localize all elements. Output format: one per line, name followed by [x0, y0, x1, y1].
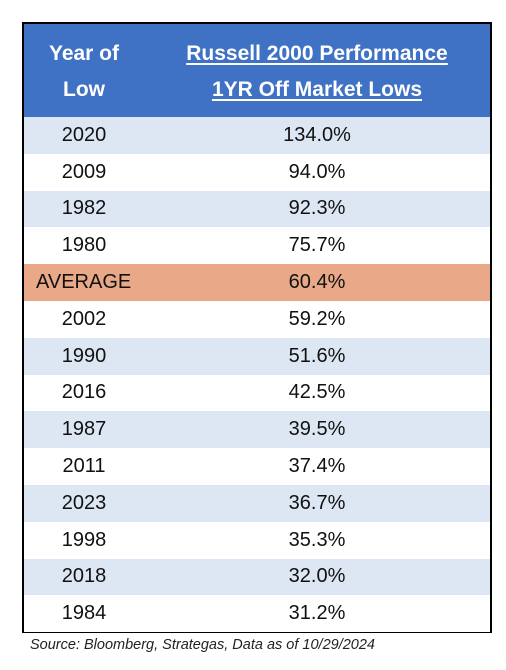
year-cell: 2023	[61, 491, 107, 514]
header-year-of-low: Year of Low	[24, 24, 144, 117]
performance-cell: 39.5%	[288, 418, 346, 441]
performance-cell: 59.2%	[288, 307, 346, 330]
year-cell: 2020	[61, 123, 107, 146]
table-row: 2002 59.2%	[24, 300, 490, 338]
table-row: 1980 75.7%	[24, 227, 490, 265]
performance-cell: 37.4%	[288, 455, 346, 478]
year-cell: 1990	[61, 344, 107, 367]
table-body: 2020 134.0% 2009 94.0% 1982 92.3% 1980 75.7% AVE…	[24, 117, 490, 633]
table-row: 2020 134.0%	[24, 117, 490, 154]
performance-table: Year of Low Russell 2000 Performance 1YR…	[22, 22, 492, 633]
year-cell: 1980	[61, 234, 107, 257]
header-year-line1: Year of	[48, 42, 120, 65]
table-header: Year of Low Russell 2000 Performance 1YR…	[24, 24, 490, 117]
year-cell: 2018	[61, 565, 107, 588]
performance-cell: 32.0%	[288, 565, 346, 588]
table-row: 1998 35.3%	[24, 521, 490, 559]
year-cell: 1982	[61, 197, 107, 220]
year-cell: 2009	[61, 160, 107, 183]
year-cell: AVERAGE	[36, 271, 132, 294]
year-cell: 2016	[61, 381, 107, 404]
header-performance-line2: 1YR Off Market Lows	[211, 78, 423, 101]
performance-cell: 60.4%	[288, 271, 346, 294]
performance-cell: 75.7%	[288, 234, 346, 257]
performance-cell: 36.7%	[288, 491, 346, 514]
table-row: 2023 36.7%	[24, 484, 490, 522]
performance-cell: 92.3%	[288, 197, 346, 220]
performance-cell: 35.3%	[288, 528, 346, 551]
year-cell: 1998	[61, 528, 107, 551]
source-note: Source: Bloomberg, Strategas, Data as of…	[30, 637, 375, 653]
table-row: 1987 39.5%	[24, 411, 490, 449]
table-row: 2009 94.0%	[24, 153, 490, 191]
performance-cell: 42.5%	[288, 381, 346, 404]
performance-cell: 134.0%	[283, 123, 351, 146]
header-year-line2: Low	[63, 78, 105, 101]
table-row: 2016 42.5%	[24, 374, 490, 412]
year-cell: 2002	[61, 307, 107, 330]
year-cell: 1987	[61, 418, 107, 441]
performance-cell: 31.2%	[288, 602, 346, 625]
performance-cell: 51.6%	[288, 344, 346, 367]
year-cell: 1984	[61, 602, 107, 625]
table-row: 1984 31.2%	[24, 595, 490, 633]
header-performance: Russell 2000 Performance 1YR Off Market …	[144, 24, 490, 117]
table-row: 1990 51.6%	[24, 337, 490, 375]
year-cell: 2011	[62, 455, 106, 478]
performance-cell: 94.0%	[288, 160, 346, 183]
header-performance-line1: Russell 2000 Performance	[186, 42, 448, 65]
average-row: AVERAGE 60.4%	[24, 264, 490, 301]
table-row: 1982 92.3%	[24, 190, 490, 228]
table-row: 2018 32.0%	[24, 558, 490, 596]
table-row: 2011 37.4%	[24, 448, 490, 485]
